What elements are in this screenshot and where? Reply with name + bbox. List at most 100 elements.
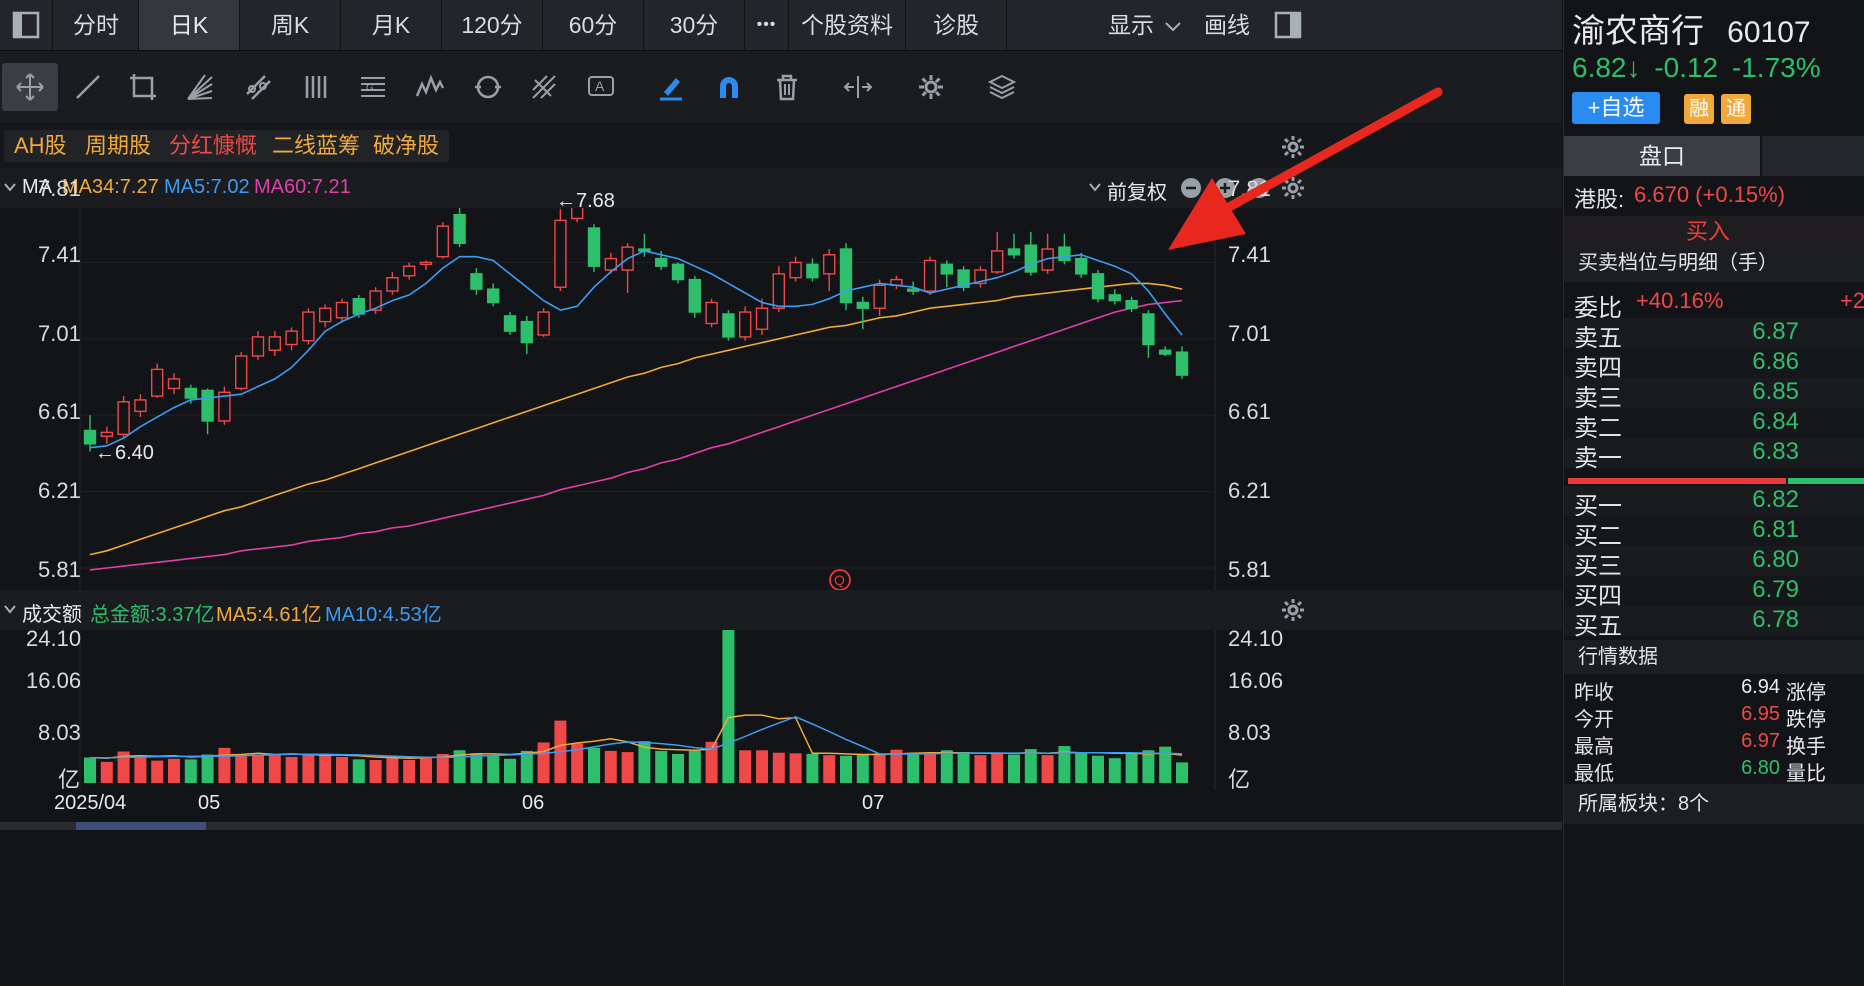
- candle-body: [739, 311, 752, 338]
- ask-level-price: 6.84: [1752, 408, 1799, 435]
- stock-tags-row: AH股 周期股 分红慷慨 二线蓝筹 破净股: [0, 124, 1562, 168]
- add-watchlist-button[interactable]: +自选: [1572, 92, 1660, 124]
- delete-drawings-button[interactable]: [759, 63, 815, 111]
- candlestick-chart[interactable]: [0, 185, 1562, 708]
- tab-diagnosis[interactable]: 诊股: [906, 0, 1007, 50]
- svg-text:Q: Q: [834, 572, 845, 588]
- tab-order-book[interactable]: 盘口: [1564, 136, 1760, 176]
- volume-bar: [924, 753, 936, 783]
- bid-level-price: 6.80: [1752, 546, 1799, 573]
- volume-chart[interactable]: [0, 630, 1562, 790]
- volume-bar: [336, 756, 348, 783]
- volume-bar: [739, 750, 752, 783]
- buy-button[interactable]: 买入: [1564, 216, 1864, 248]
- connect-badge[interactable]: 通: [1721, 94, 1751, 124]
- candle-body: [453, 213, 466, 244]
- candle-body: [470, 273, 483, 290]
- tab-company-profile[interactable]: 个股资料: [789, 0, 906, 50]
- ask-level-row[interactable]: 卖二 6.84: [1564, 408, 1864, 442]
- tag-below-book[interactable]: 破净股: [363, 130, 450, 162]
- bid-level-price: 6.82: [1752, 486, 1799, 513]
- tags-settings-button[interactable]: [1280, 134, 1306, 165]
- tab-120min[interactable]: 120分: [442, 0, 543, 50]
- gear-icon[interactable]: [1281, 598, 1305, 622]
- text-tool[interactable]: A: [573, 63, 629, 111]
- tab-60min[interactable]: 60分: [543, 0, 644, 50]
- period-lines-tool[interactable]: [288, 63, 344, 111]
- bid-level-row[interactable]: 买二 6.81: [1564, 516, 1864, 550]
- svg-text:A: A: [595, 78, 605, 94]
- candle-body: [386, 276, 399, 292]
- price-axis-left-4: 6.21: [38, 478, 81, 503]
- minus-circle-icon[interactable]: [1180, 177, 1202, 199]
- candle-body: [352, 297, 365, 315]
- collapse-chevron-icon[interactable]: [4, 604, 16, 614]
- pitchfork-tool[interactable]: [516, 63, 572, 111]
- volume-bar: [504, 758, 516, 783]
- timeline-scrollbar[interactable]: [0, 822, 1562, 830]
- candle-body: [789, 261, 802, 279]
- split-tool[interactable]: [830, 63, 886, 111]
- sidebar-toggle-right[interactable]: [1274, 11, 1302, 44]
- tab-monthly-k[interactable]: 月K: [341, 0, 442, 50]
- ask-level-row[interactable]: 卖一 6.83: [1564, 438, 1864, 472]
- bid-level-row[interactable]: 买一 6.82: [1564, 486, 1864, 520]
- scrollbar-thumb[interactable]: [76, 822, 206, 830]
- tab-intraday[interactable]: 分时: [54, 0, 139, 50]
- volume-indicator-bar: 成交额 总金额:3.37亿 MA5:4.61亿 MA10:4.53亿: [0, 590, 1562, 630]
- tag-dividend[interactable]: 分红慷慨: [159, 130, 268, 162]
- adjust-mode-dropdown[interactable]: 前复权: [1107, 182, 1167, 204]
- gear-icon[interactable]: [1281, 176, 1305, 200]
- trash-icon: [777, 74, 797, 101]
- more-periods-button[interactable]: •••: [745, 0, 789, 50]
- vol-axis-right-1: 16.06: [1228, 668, 1284, 693]
- magnet-tool[interactable]: [701, 63, 757, 111]
- volume-label[interactable]: 成交额: [22, 604, 82, 626]
- volume-bar: [1108, 758, 1121, 783]
- candle-body: [234, 355, 248, 390]
- fan-tool[interactable]: [172, 63, 228, 111]
- tag-ah-share[interactable]: AH股: [4, 130, 77, 162]
- sector-row[interactable]: 所属板块：8个: [1564, 784, 1864, 824]
- ask-level-row[interactable]: 卖五 6.87: [1564, 318, 1864, 352]
- bid-level-row[interactable]: 买五 6.78: [1564, 606, 1864, 640]
- ask-level-row[interactable]: 卖四 6.86: [1564, 348, 1864, 382]
- tag-blue-chip[interactable]: 二线蓝筹: [262, 130, 371, 162]
- draw-line-button[interactable]: 画线: [1204, 12, 1250, 38]
- gann-tool[interactable]: G: [345, 63, 401, 111]
- magnet-icon: [720, 77, 738, 98]
- cycle-tool[interactable]: [460, 63, 516, 111]
- line-tool[interactable]: [60, 63, 116, 111]
- display-dropdown[interactable]: 显示: [1108, 0, 1182, 50]
- candle-body: [403, 265, 416, 277]
- ask-level-row[interactable]: 卖三 6.85: [1564, 378, 1864, 412]
- collapse-chevron-icon[interactable]: [4, 182, 16, 192]
- margin-badge[interactable]: 融: [1684, 94, 1714, 124]
- bid-level-row[interactable]: 买四 6.79: [1564, 576, 1864, 610]
- candle-body: [991, 250, 1004, 273]
- candle-body: [335, 301, 349, 319]
- volume-bar: [873, 753, 886, 783]
- tab-second[interactable]: [1762, 136, 1864, 176]
- x-label-april: 2025/04: [54, 792, 127, 814]
- tab-30min[interactable]: 30分: [644, 0, 745, 50]
- weibi-value: +40.16%: [1636, 288, 1724, 313]
- cursor-tool[interactable]: [2, 63, 58, 111]
- tag-cyclical[interactable]: 周期股: [75, 130, 162, 162]
- highlighter-tool[interactable]: [643, 63, 699, 111]
- vol-ma5-line: [89, 714, 1183, 759]
- price-change: -0.12: [1654, 52, 1719, 83]
- pen-icon: [660, 78, 682, 101]
- rectangle-tool[interactable]: [115, 63, 171, 111]
- ask-level-label: 卖一: [1574, 445, 1622, 472]
- ma-label[interactable]: MA: [22, 176, 52, 198]
- layers-button[interactable]: [974, 63, 1030, 111]
- q-marker-icon[interactable]: Q: [828, 568, 852, 592]
- tab-weekly-k[interactable]: 周K: [240, 0, 341, 50]
- bid-level-row[interactable]: 买三 6.80: [1564, 546, 1864, 580]
- channel-tool[interactable]: [230, 63, 286, 111]
- drawing-settings-button[interactable]: [903, 63, 959, 111]
- wave-tool[interactable]: [402, 63, 458, 111]
- tab-daily-k[interactable]: 日K: [139, 0, 240, 50]
- sidebar-toggle-left[interactable]: [0, 0, 53, 50]
